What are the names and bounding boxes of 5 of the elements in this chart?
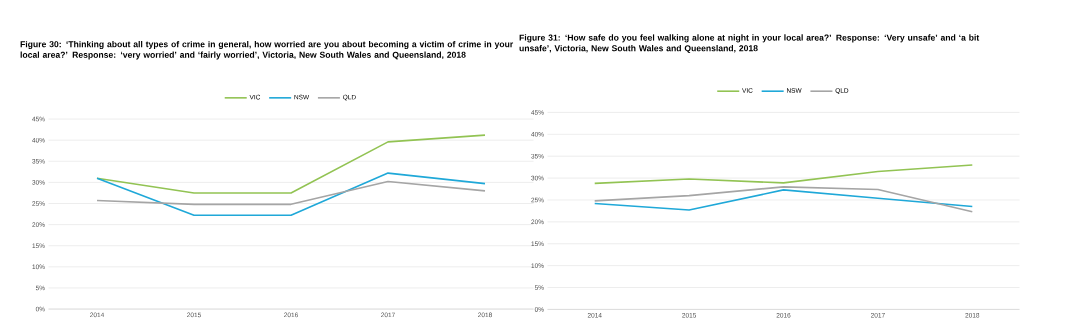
- line-series: [96, 180, 486, 206]
- line-series: [593, 164, 974, 185]
- chart-title: Figure 30: ‘Thinking about all types of crime in general, how worried are you about becoming a victim of crime in your local area?’ Response: ‘very worried’ and ‘fairly worried’, Victoria, New South Wales and Queensland, 2018: [20, 40, 514, 60]
- chart-title: Figure 31: ‘How safe do you feel walking alone at night in your local area?’ Response: ‘Very unsafe’ and ‘a bit unsafe’, Victoria, New South Wales and Queensland, 2018: [519, 34, 980, 53]
- line-series: [96, 172, 486, 217]
